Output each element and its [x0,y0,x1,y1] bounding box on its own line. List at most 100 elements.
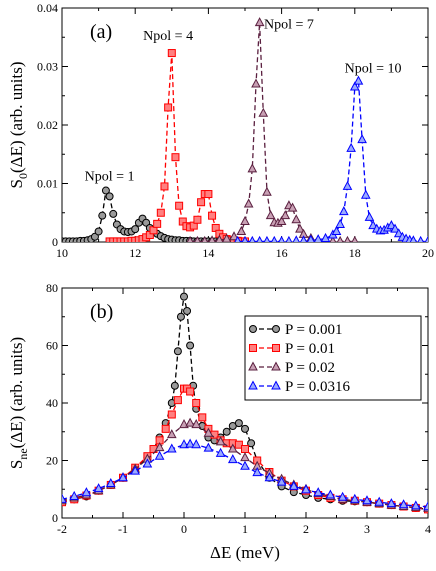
data-point [94,227,103,236]
data-point [197,198,206,207]
data-point [291,214,302,224]
data-point [390,223,400,233]
data-point [167,49,176,58]
data-point [175,201,184,210]
legend-label: P = 0.01 [285,341,335,357]
data-point [336,235,344,242]
data-point [215,436,226,446]
data-point [263,235,271,242]
annotation: Npol = 10 [345,61,402,76]
data-point [306,234,315,242]
data-point [191,439,202,449]
data-point [409,235,417,242]
data-point [156,208,165,217]
data-point [241,445,249,453]
legend-item: P = 0.001 [249,322,343,338]
x-axis-label: ΔE (meV) [210,543,280,562]
data-point [208,211,217,220]
data-point [142,458,153,468]
data-point [271,380,281,390]
y-tick-label: 0.01 [37,177,58,191]
data-point [313,487,324,497]
data-point [153,219,162,228]
data-point [109,209,118,218]
data-point [337,491,348,501]
series-4 [62,438,428,511]
series-3 [186,17,359,242]
data-point [271,361,281,371]
y-tick-label: 40 [46,396,58,410]
data-point [93,483,104,493]
data-point [299,235,308,242]
data-point [271,235,278,242]
series-2 [62,384,428,514]
data-point [164,103,173,112]
data-point [417,235,424,242]
data-point [265,210,276,220]
data-point [374,496,385,506]
data-point [227,443,238,453]
x-tick-label: 10 [56,246,68,260]
data-point [249,344,257,352]
data-point [287,202,298,212]
panel-label: (b) [90,301,113,323]
series-line [109,52,245,242]
x-tick-label: 16 [276,246,288,260]
data-point [234,235,241,242]
legend-item: P = 0.01 [249,341,335,357]
data-point [338,206,349,216]
data-point [90,232,99,241]
y-axis-label-sub: 0 [16,173,30,179]
data-point [131,225,140,234]
data-point [364,211,375,221]
data-point [101,186,110,195]
data-point [362,495,372,505]
data-point [349,81,360,91]
x-tick-label: 14 [202,246,214,260]
legend-item: P = 0.02 [248,360,335,376]
data-point [142,218,151,227]
data-point [227,454,238,464]
data-point [240,215,250,226]
data-point [264,472,275,482]
data-point [346,142,356,152]
y-axis-label-main: S [7,460,26,469]
data-point [62,493,67,503]
data-point [423,501,428,511]
data-point [249,325,257,333]
series-4 [234,75,428,242]
data-point [234,440,243,449]
data-point [240,452,250,462]
data-point [161,424,170,433]
data-point [167,410,176,419]
y-axis-label: S0(ΔE) (arb. units) [7,62,30,189]
data-point [166,429,177,439]
legend-item: P = 0.0316 [248,379,350,395]
data-point [240,460,250,470]
data-point [171,153,180,162]
x-tick-label: 3 [364,522,370,536]
data-point [357,134,367,144]
y-tick-label: 80 [46,281,58,295]
data-point [69,490,80,500]
x-tick-label: 18 [349,246,361,260]
annotation: Npol = 4 [143,29,193,44]
data-point [185,417,195,427]
data-point [203,427,214,437]
data-point [342,180,353,190]
data-point [241,235,249,242]
annotation: Npol = 7 [264,17,314,32]
y-axis-label-main: S [7,179,26,188]
legend-label: P = 0.0316 [285,379,350,395]
data-point [351,235,359,242]
data-point [254,17,265,27]
data-point [105,192,114,201]
panel-label: (a) [90,21,112,43]
y-tick-label: 0.04 [37,1,58,15]
data-point [320,232,331,242]
data-point [410,500,421,510]
data-point [325,489,336,499]
data-point [222,427,231,436]
x-tick-label: -2 [57,522,67,536]
